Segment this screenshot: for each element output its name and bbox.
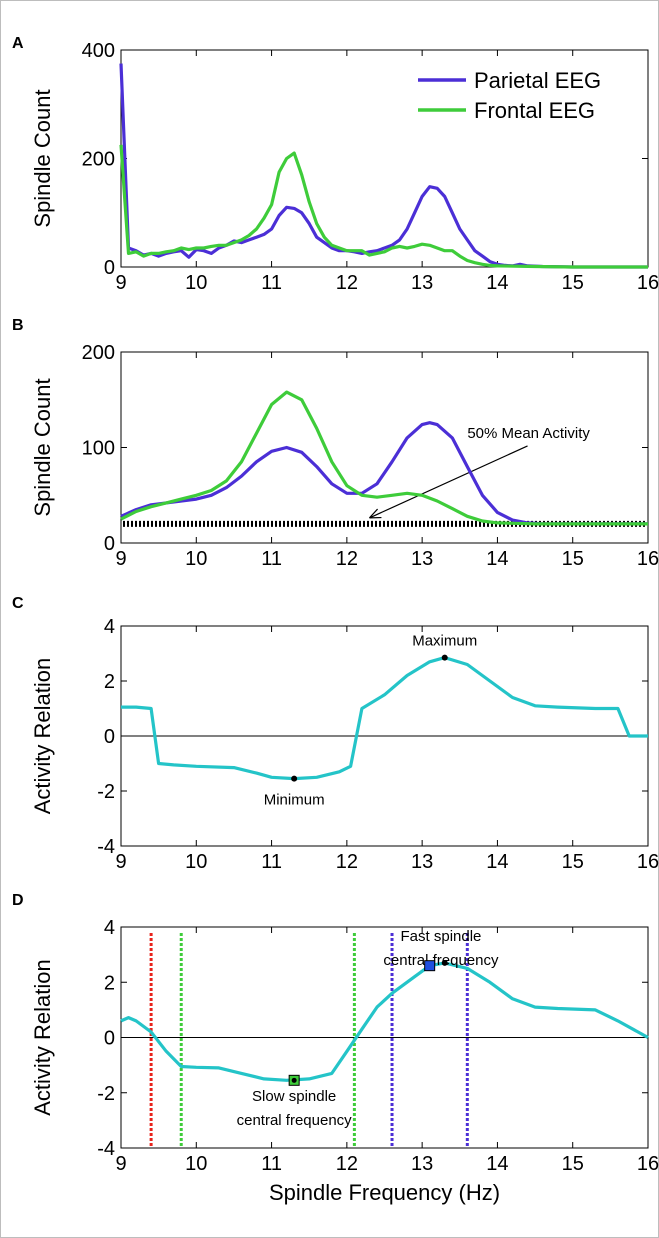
- y-tick-label: 0: [104, 726, 115, 748]
- x-tick-label: 13: [411, 272, 433, 294]
- x-tick-label: 15: [562, 1153, 584, 1175]
- x-tick-label: 14: [486, 272, 508, 294]
- y-tick-label: 4: [104, 917, 115, 939]
- x-tick-label: 12: [336, 851, 358, 873]
- y-axis-label-a: Spindle Count: [30, 89, 55, 227]
- legend-label: Parietal EEG: [474, 68, 601, 93]
- y-tick-label: 2: [104, 671, 115, 693]
- x-tick-label: 15: [562, 851, 584, 873]
- x-tick-label: 9: [115, 548, 126, 570]
- series-line-a-0: [119, 63, 648, 269]
- series-line-c-0: [121, 656, 648, 781]
- x-tick-label: 15: [562, 272, 584, 294]
- x-tick-label: 11: [261, 1153, 282, 1175]
- panel-a-chart: 9 10 11 12 13 14 15 16 0 200 400 Spindle Count Parie…: [30, 40, 659, 294]
- x-tick-label: 9: [115, 272, 126, 294]
- y-tick-label: 100: [82, 438, 115, 460]
- x-tick-label: 13: [411, 1153, 433, 1175]
- annotation-label: central frequency: [383, 952, 499, 969]
- x-tick-label: 12: [336, 272, 358, 294]
- y-tick-label: 0: [104, 257, 115, 279]
- x-tick-label: 13: [411, 851, 433, 873]
- y-tick-label: 4: [104, 616, 115, 638]
- threshold-arrow-head: [369, 508, 382, 519]
- x-tick-label: 9: [115, 1153, 126, 1175]
- annotation-dot: [441, 654, 448, 661]
- annotation-label: Slow spindle: [252, 1088, 336, 1105]
- y-tick-label: -4: [97, 836, 115, 858]
- series-line-d-0: [120, 961, 649, 1082]
- panel-c-chart: 9 10 11 12 13 14 15 16 -4 -2 0 2 4 Activity Relation M…: [30, 616, 659, 873]
- y-tick-label: 200: [82, 342, 115, 364]
- x-tick-label: 16: [637, 851, 659, 873]
- x-tick-label: 10: [185, 1153, 207, 1175]
- x-tick-label: 14: [486, 548, 508, 570]
- annotation-label: Fast spindle: [401, 928, 482, 945]
- annotation-label: central frequency: [237, 1112, 353, 1129]
- x-tick-label: 9: [115, 851, 126, 873]
- panel-b-chart: 9 10 11 12 13 14 15 16 0 100 200 Spindle Count 50% M…: [30, 342, 659, 570]
- panel-label-d: D: [12, 892, 24, 909]
- x-tick-label: 10: [185, 272, 207, 294]
- threshold-label: 50% Mean Activity: [467, 425, 590, 442]
- central-frequency-marker-dot: [291, 1077, 297, 1083]
- panel-label-b: B: [12, 317, 24, 334]
- y-axis-label-d: Activity Relation: [30, 959, 55, 1116]
- annotation-label: Minimum: [264, 792, 325, 809]
- x-tick-label: 14: [486, 1153, 508, 1175]
- y-tick-label: -2: [97, 781, 115, 803]
- x-tick-label: 12: [336, 548, 358, 570]
- central-frequency-marker: [424, 960, 436, 972]
- x-tick-label: 15: [562, 548, 584, 570]
- panel-label-a: A: [12, 35, 24, 52]
- y-tick-label: -2: [97, 1083, 115, 1105]
- y-tick-label: 0: [104, 533, 115, 555]
- annotation-label: Maximum: [412, 633, 477, 650]
- peak-marker-dot: [441, 959, 448, 966]
- y-axis-label-c: Activity Relation: [30, 658, 55, 815]
- y-tick-label: 200: [82, 149, 115, 171]
- x-tick-label: 10: [185, 548, 207, 570]
- y-tick-label: -4: [97, 1138, 115, 1160]
- x-tick-label: 16: [637, 548, 659, 570]
- y-tick-label: 400: [82, 40, 115, 62]
- panel-d-chart: 9 10 11 12 13 14 15 16 -4 -2 0 2 4 Activity Relation S…: [30, 917, 659, 1205]
- x-tick-label: 16: [637, 1153, 659, 1175]
- x-tick-label: 11: [261, 851, 282, 873]
- x-tick-label: 11: [261, 272, 282, 294]
- series-line-b-0: [120, 421, 648, 526]
- x-tick-label: 14: [486, 851, 508, 873]
- x-axis-label: Spindle Frequency (Hz): [269, 1180, 500, 1205]
- x-tick-label: 10: [185, 851, 207, 873]
- x-tick-label: 12: [336, 1153, 358, 1175]
- y-tick-label: 0: [104, 1028, 115, 1050]
- series-line-a-1: [119, 144, 648, 269]
- y-tick-label: 2: [104, 972, 115, 994]
- annotation-dot: [291, 775, 298, 782]
- x-tick-label: 11: [261, 548, 282, 570]
- panel-label-c: C: [12, 595, 24, 612]
- threshold-arrow-shaft: [369, 445, 528, 519]
- x-tick-label: 16: [637, 272, 659, 294]
- x-tick-label: 13: [411, 548, 433, 570]
- legend-label: Frontal EEG: [474, 98, 595, 123]
- y-axis-label-b: Spindle Count: [30, 378, 55, 516]
- series-line-b-1: [120, 390, 648, 526]
